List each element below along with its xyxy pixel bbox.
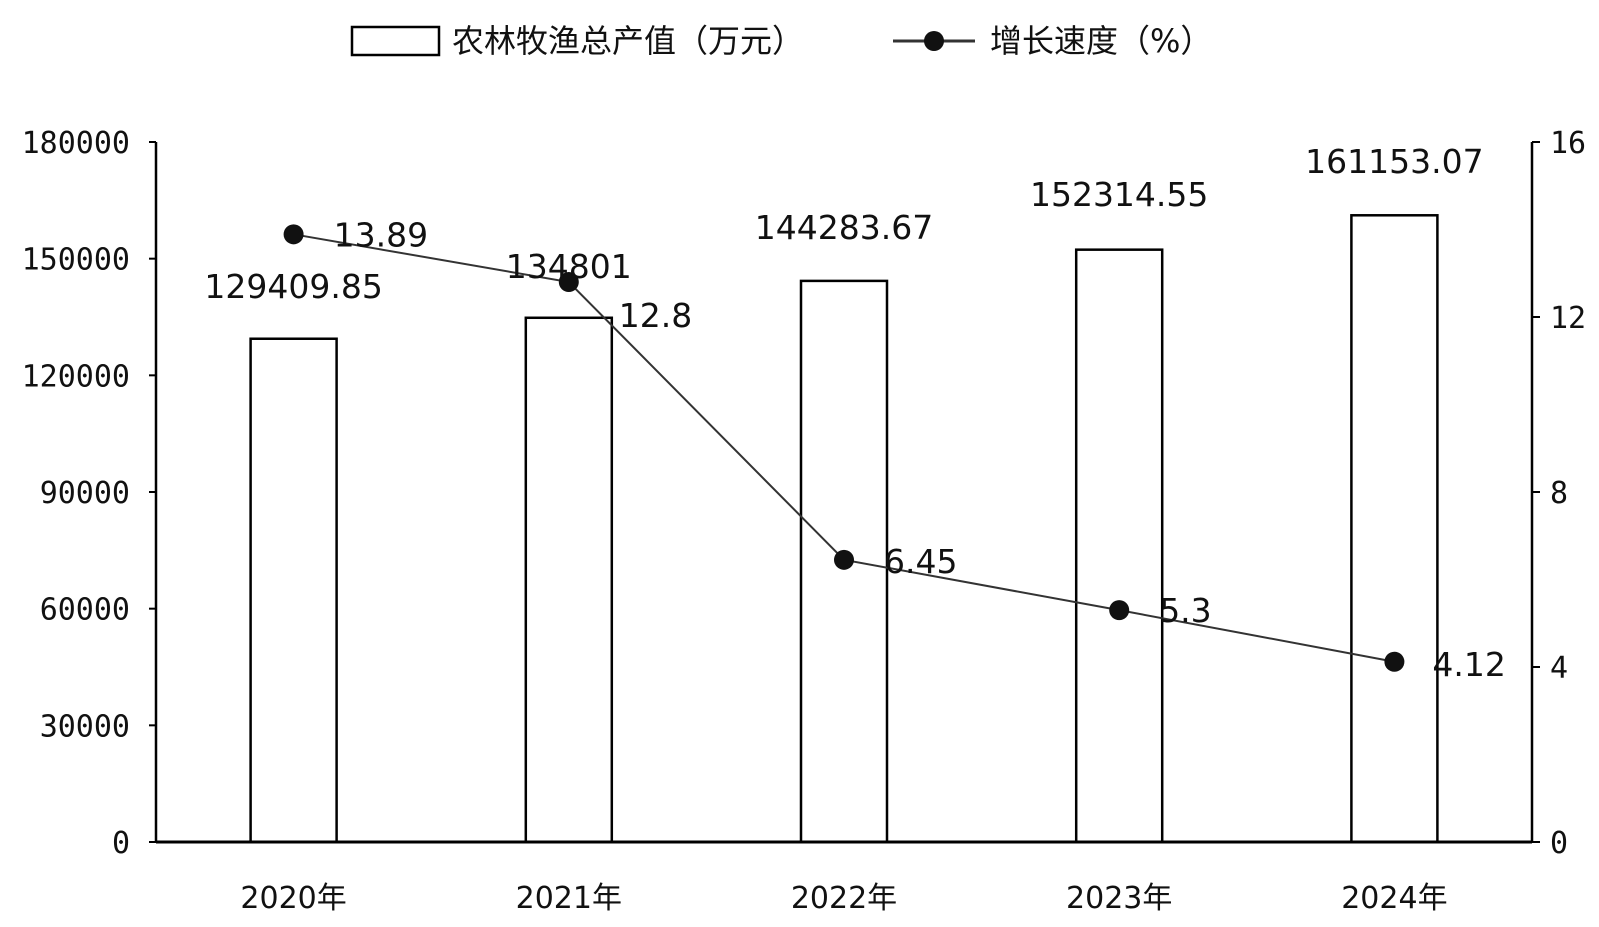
growth-point: [834, 549, 854, 570]
legend-line-label: 增长速度（%）: [990, 22, 1212, 60]
bars: [249, 214, 1439, 844]
legend: 农林牧渔总产值（万元） 增长速度（%）: [350, 22, 1212, 60]
y-left-tick-label: 0: [112, 826, 130, 861]
bar-value-label: 134801: [506, 247, 632, 286]
x-tick-label: 2021年: [516, 881, 622, 916]
growth-point: [1384, 651, 1405, 672]
axes: 0 30000 60000 90000 120000 150000 180000 0 4 8 12 1…: [22, 126, 1587, 916]
legend-bar-swatch: [350, 25, 441, 57]
growth-value-label: 6.45: [884, 542, 957, 581]
y-right-tick-label: 8: [1550, 476, 1568, 511]
y-left-tick-label: 180000: [22, 126, 130, 161]
growth-line-series: [283, 224, 1405, 672]
legend-line-marker: [924, 31, 944, 51]
growth-point: [283, 224, 304, 245]
bar: [1074, 248, 1164, 844]
y-right-tick-label: 4: [1550, 651, 1568, 686]
y-left-tick-label: 120000: [22, 359, 130, 394]
y-left-tick-label: 150000: [22, 243, 130, 278]
bar-value-label: 129409.85: [204, 267, 382, 306]
growth-value-label: 5.3: [1159, 591, 1211, 630]
growth-value-label: 12.8: [619, 296, 692, 335]
x-tick-label: 2023年: [1066, 881, 1172, 916]
y-left-tick-label: 30000: [40, 709, 130, 744]
bar: [249, 337, 338, 844]
growth-value-label: 4.12: [1432, 645, 1505, 684]
y-left-tick-label: 90000: [40, 476, 130, 511]
y-right-tick-label: 12: [1550, 301, 1586, 336]
y-right-tick-label: 0: [1550, 826, 1568, 861]
bar-value-label: 161153.07: [1305, 142, 1483, 181]
growth-point: [558, 272, 579, 292]
x-tick-label: 2020年: [240, 881, 346, 916]
growth-point: [1109, 600, 1130, 621]
growth-value-label: 13.89: [334, 215, 428, 254]
bar-value-label: 144283.67: [755, 208, 933, 247]
y-left-tick-label: 60000: [40, 593, 130, 628]
x-tick-label: 2024年: [1341, 881, 1447, 916]
y-right-tick-label: 16: [1550, 126, 1586, 161]
bar: [1350, 214, 1439, 844]
bar: [524, 316, 614, 844]
data-labels: 129409.85 134801 144283.67 152314.55 161153.…: [204, 142, 1506, 684]
bar-value-label: 152314.55: [1030, 175, 1208, 214]
x-tick-label: 2022年: [791, 881, 897, 916]
legend-bar-label: 农林牧渔总产值（万元）: [452, 22, 804, 60]
